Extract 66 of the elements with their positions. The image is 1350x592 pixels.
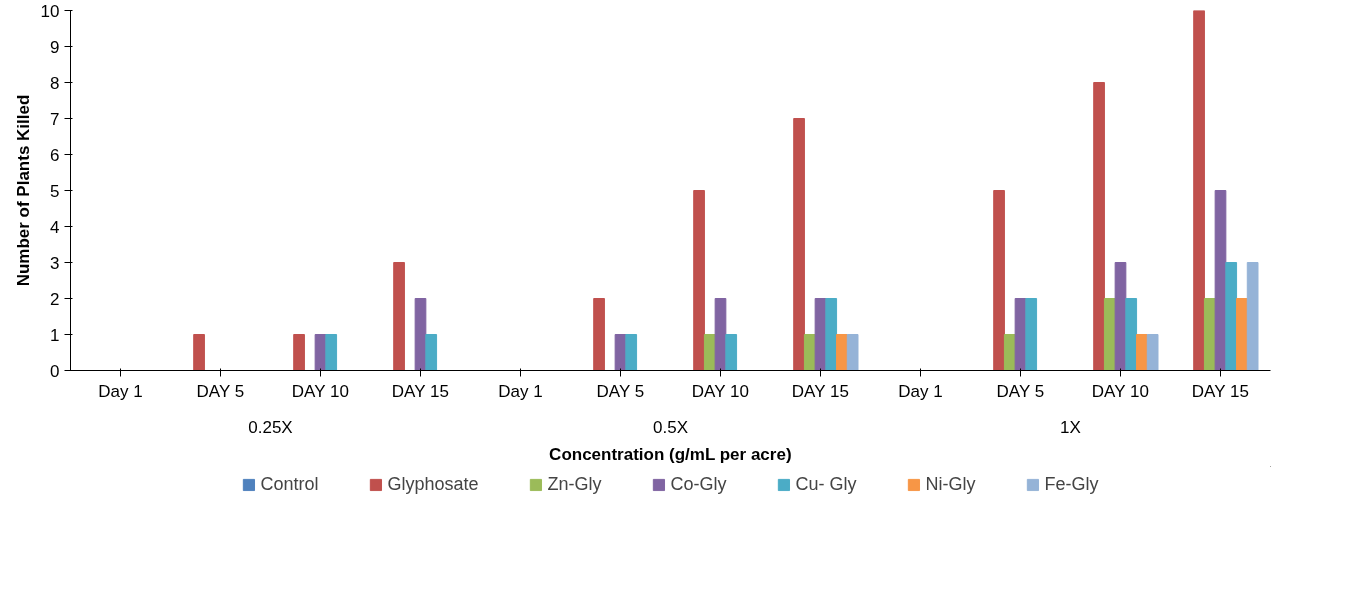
bar: [625, 334, 638, 371]
y-tick-label: 1: [50, 325, 60, 345]
bar: [325, 334, 338, 371]
bar: [846, 334, 859, 371]
x-axis-title: Concentration (g/mL per acre): [549, 444, 792, 464]
bar: [1225, 262, 1238, 371]
legend-label: Co-Gly: [670, 473, 727, 495]
bar: [393, 262, 405, 371]
y-tick-label: 4: [50, 217, 60, 237]
bar: [593, 298, 605, 371]
text: 1X: [1060, 417, 1081, 437]
bar: [414, 298, 427, 371]
legend-label: Ni-Gly: [925, 473, 976, 495]
bar: [1093, 82, 1105, 371]
bar: [193, 334, 205, 371]
bar: [1214, 190, 1227, 371]
bar: [714, 298, 727, 371]
text: 0.25X: [248, 417, 293, 437]
y-tick-label: 8: [50, 73, 60, 93]
x-tick-label: DAY 5: [596, 381, 645, 401]
y-tick-label: 3: [50, 253, 60, 273]
y-tick-label: 10: [40, 1, 60, 21]
bar: [993, 190, 1005, 371]
text: 0.5X: [653, 417, 688, 437]
x-tick-label: DAY 5: [996, 381, 1045, 401]
bar: [1136, 334, 1148, 371]
bar: [1193, 10, 1205, 371]
x-tick-label: DAY 10: [291, 381, 349, 401]
legend-label: Glyphosate: [387, 473, 479, 495]
y-tick-label: 7: [50, 109, 60, 129]
x-tick-label: DAY 15: [391, 381, 449, 401]
bar: [1014, 298, 1027, 371]
bar: [825, 298, 838, 371]
bar: [1025, 298, 1038, 371]
y-tick-label: 0: [50, 361, 60, 381]
legend-label: Cu- Gly: [795, 473, 857, 495]
bar: [425, 334, 438, 371]
bar: [293, 334, 305, 371]
y-tick-label: 6: [50, 145, 60, 165]
bar: [793, 118, 805, 371]
bar: [1246, 262, 1259, 371]
x-tick-label: Day 1: [498, 381, 543, 401]
bar: [1125, 298, 1138, 371]
x-tick-label: Day 1: [898, 381, 943, 401]
y-tick-label: 9: [50, 37, 60, 57]
bar: [836, 334, 848, 371]
bar: [314, 334, 327, 371]
bar: [1114, 262, 1127, 371]
y-axis-title: Number of Plants Killed: [13, 94, 33, 287]
x-tick-label: DAY 5: [196, 381, 245, 401]
x-tick-label: DAY 15: [1191, 381, 1249, 401]
x-tick-label: DAY 15: [791, 381, 849, 401]
x-tick-label: DAY 10: [691, 381, 749, 401]
legend-label: Control: [260, 473, 319, 495]
bar: [1146, 334, 1159, 371]
bar: [693, 190, 705, 371]
bar: [1236, 298, 1248, 371]
bar: [814, 298, 827, 371]
legend-label: Zn-Gly: [547, 473, 602, 495]
legend-label: Fe-Gly: [1044, 473, 1099, 495]
bar: [725, 334, 738, 371]
y-tick-label: 2: [50, 289, 60, 309]
x-tick-label: Day 1: [98, 381, 143, 401]
y-tick-label: 5: [50, 181, 60, 201]
x-tick-label: DAY 10: [1091, 381, 1149, 401]
bar: [614, 334, 627, 371]
